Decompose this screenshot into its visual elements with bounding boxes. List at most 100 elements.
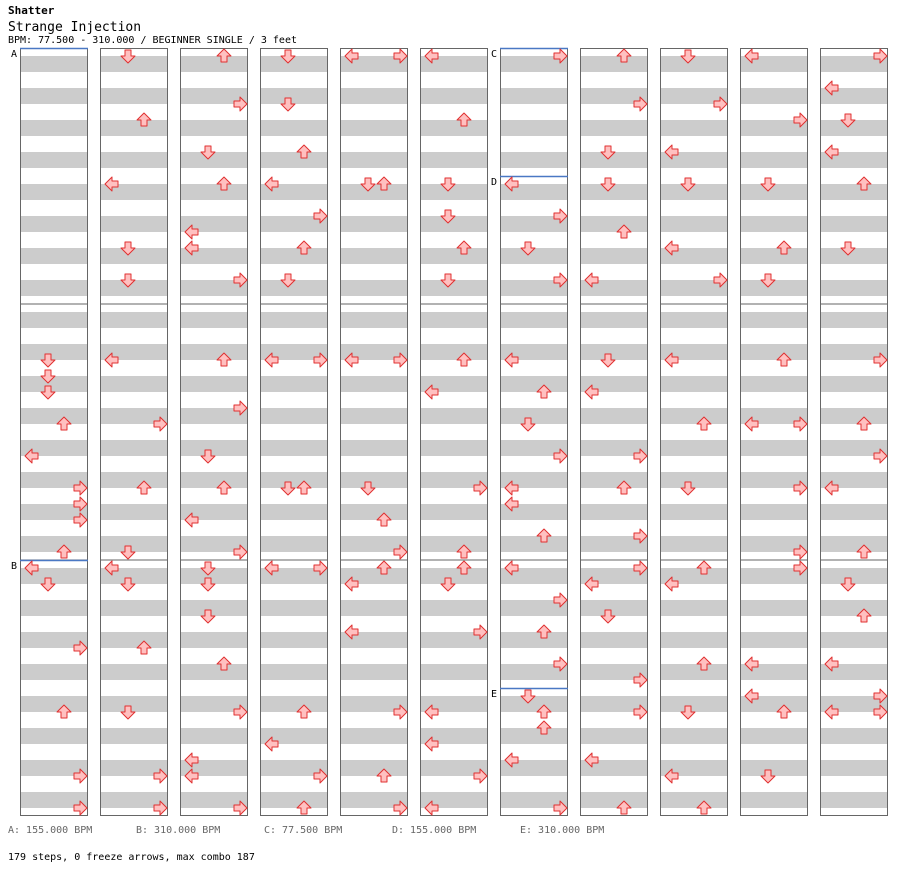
arrow-down-icon	[600, 609, 616, 624]
beat-band	[740, 504, 808, 520]
beat-band	[420, 728, 488, 744]
beat-band	[500, 792, 568, 808]
arrow-left-icon	[184, 512, 199, 528]
arrow-right-icon	[73, 640, 88, 656]
beat-band	[420, 568, 488, 584]
beat-band	[740, 568, 808, 584]
arrow-up-icon	[376, 560, 392, 575]
arrow-right-icon	[473, 480, 488, 496]
beat-band	[500, 56, 568, 72]
arrow-down-icon	[440, 273, 456, 288]
beat-band	[340, 792, 408, 808]
beat-band	[820, 728, 888, 744]
arrow-left-icon	[664, 768, 679, 784]
arrow-up-icon	[456, 240, 472, 255]
arrow-left-icon	[264, 352, 279, 368]
arrow-left-icon	[824, 480, 839, 496]
beat-band	[420, 504, 488, 520]
beat-band	[100, 664, 168, 680]
beat-band	[180, 88, 248, 104]
beat-band	[20, 568, 88, 584]
arrow-up-icon	[776, 352, 792, 367]
beat-band	[260, 408, 328, 424]
arrow-down-icon	[120, 545, 136, 560]
arrow-left-icon	[744, 416, 759, 432]
beat-band	[260, 120, 328, 136]
beat-band	[740, 120, 808, 136]
step-chart: A B C D E	[11, 47, 888, 816]
arrow-up-icon	[616, 224, 632, 239]
arrow-left-icon	[664, 352, 679, 368]
beat-band	[260, 760, 328, 776]
bpm-marker-label: E	[491, 689, 497, 700]
beat-band	[100, 472, 168, 488]
beat-band	[820, 56, 888, 72]
arrow-right-icon	[633, 704, 648, 720]
beat-band	[740, 88, 808, 104]
beat-band	[20, 280, 88, 296]
arrow-up-icon	[536, 624, 552, 639]
chart-column	[820, 48, 888, 816]
beat-band	[740, 440, 808, 456]
arrow-right-icon	[153, 416, 168, 432]
arrow-down-icon	[280, 97, 296, 112]
arrow-left-icon	[584, 576, 599, 592]
beat-band	[100, 280, 168, 296]
beat-band	[660, 696, 728, 712]
arrow-down-icon	[840, 241, 856, 256]
beat-band	[820, 632, 888, 648]
chart-column	[660, 48, 728, 816]
arrow-up-icon	[56, 704, 72, 719]
beat-band	[100, 504, 168, 520]
beat-band	[420, 120, 488, 136]
beat-band	[340, 184, 408, 200]
arrow-right-icon	[793, 544, 808, 560]
beat-band	[100, 376, 168, 392]
beat-band	[420, 312, 488, 328]
arrow-left-icon	[344, 352, 359, 368]
arrow-right-icon	[313, 560, 328, 576]
beat-band	[340, 248, 408, 264]
arrow-up-icon	[136, 480, 152, 495]
arrow-up-icon	[696, 416, 712, 431]
arrow-down-icon	[520, 689, 536, 704]
beat-band	[820, 664, 888, 680]
beat-band	[340, 536, 408, 552]
beat-band	[100, 760, 168, 776]
beat-band	[500, 280, 568, 296]
beat-band	[260, 728, 328, 744]
arrow-right-icon	[553, 592, 568, 608]
beat-band	[420, 536, 488, 552]
arrow-left-icon	[664, 144, 679, 160]
arrow-right-icon	[633, 448, 648, 464]
arrow-down-icon	[120, 241, 136, 256]
arrow-left-icon	[504, 176, 519, 192]
beat-band	[20, 120, 88, 136]
beat-band	[660, 728, 728, 744]
beat-band	[820, 472, 888, 488]
beat-band	[820, 696, 888, 712]
beat-band	[740, 344, 808, 360]
beat-band	[740, 696, 808, 712]
beat-band	[180, 568, 248, 584]
beat-band	[500, 184, 568, 200]
arrow-right-icon	[793, 480, 808, 496]
beat-band	[580, 472, 648, 488]
beat-band	[740, 632, 808, 648]
beat-band	[740, 664, 808, 680]
arrow-down-icon	[600, 177, 616, 192]
chart-column	[180, 48, 248, 816]
arrow-down-icon	[440, 177, 456, 192]
arrow-left-icon	[424, 800, 439, 816]
beat-band	[820, 408, 888, 424]
beat-band	[580, 376, 648, 392]
arrow-down-icon	[520, 417, 536, 432]
arrow-left-icon	[664, 576, 679, 592]
arrow-left-icon	[824, 656, 839, 672]
beat-band	[660, 664, 728, 680]
beat-band	[740, 184, 808, 200]
beat-band	[100, 408, 168, 424]
arrow-left-icon	[264, 560, 279, 576]
beat-band	[340, 312, 408, 328]
arrow-left-icon	[824, 144, 839, 160]
